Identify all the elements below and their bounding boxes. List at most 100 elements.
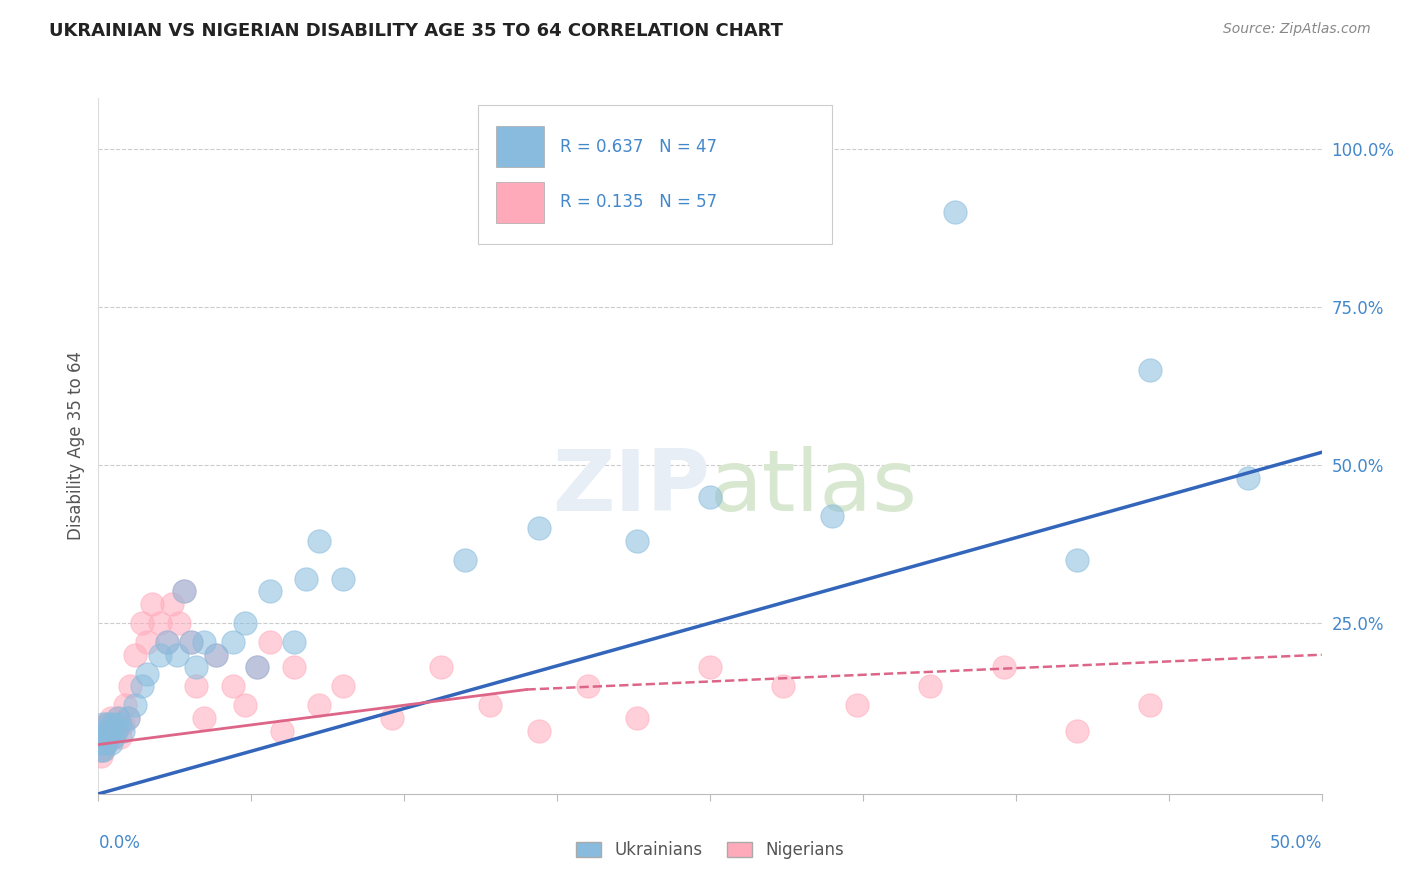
Point [180,635,202,649]
Point [1237,470,1260,484]
Point [993,660,1015,674]
Point [91,730,114,744]
Point [110,730,132,744]
Point [117,711,139,725]
Point [173,584,195,599]
Point [97,717,120,731]
Point [149,648,172,662]
Point [576,679,599,693]
Point [97,730,120,744]
Text: ZIP: ZIP [553,446,710,529]
Point [91,742,114,756]
Point [156,635,179,649]
Point [117,711,139,725]
Point [626,533,648,548]
Point [160,597,183,611]
FancyBboxPatch shape [496,182,544,223]
Point [100,736,122,750]
Point [186,679,208,693]
Text: 0.0%: 0.0% [98,834,141,852]
Point [205,648,228,662]
Point [381,711,404,725]
Point [1139,363,1161,377]
Point [173,584,195,599]
Point [131,616,153,631]
Point [270,723,294,738]
Point [90,730,112,744]
Point [100,723,122,738]
Point [845,698,868,713]
Point [94,723,117,738]
Point [107,711,129,725]
Point [821,508,844,523]
Point [90,748,112,763]
Point [101,730,124,744]
Text: R = 0.637   N = 47: R = 0.637 N = 47 [560,138,717,156]
Point [920,679,942,693]
Point [120,679,142,693]
Text: 50.0%: 50.0% [1270,834,1322,852]
Point [101,730,124,744]
Text: Source: ZipAtlas.com: Source: ZipAtlas.com [1223,22,1371,37]
Point [1139,698,1161,713]
Point [114,698,136,713]
Point [91,723,114,738]
Point [136,635,159,649]
Point [90,736,112,750]
Point [222,679,245,693]
Point [90,730,112,744]
Legend: Ukrainians, Nigerians: Ukrainians, Nigerians [569,834,851,865]
Point [527,723,550,738]
Point [90,742,112,756]
Point [101,717,124,731]
Point [454,553,477,567]
Point [1066,723,1088,738]
Text: UKRAINIAN VS NIGERIAN DISABILITY AGE 35 TO 64 CORRELATION CHART: UKRAINIAN VS NIGERIAN DISABILITY AGE 35 … [49,22,783,40]
Point [104,723,127,738]
Point [111,723,134,738]
Point [167,616,190,631]
Point [180,635,202,649]
Point [111,717,134,731]
Point [90,742,112,756]
Point [283,660,305,674]
Point [101,717,124,731]
Point [283,635,305,649]
Point [246,660,269,674]
Point [308,698,330,713]
Point [124,698,146,713]
Point [527,521,550,535]
Point [430,660,453,674]
FancyBboxPatch shape [496,127,544,168]
Point [136,666,159,681]
Point [699,660,721,674]
Point [110,717,132,731]
Point [186,660,208,674]
Point [246,660,269,674]
Point [626,711,648,725]
Point [259,584,281,599]
Point [478,698,501,713]
Point [943,205,966,219]
Text: atlas: atlas [710,446,918,529]
Point [90,736,112,750]
Point [699,490,721,504]
Point [91,717,114,731]
Point [94,717,117,731]
Point [100,711,122,725]
Point [233,698,256,713]
Point [107,711,129,725]
Point [97,730,120,744]
Point [332,572,354,586]
Point [141,597,163,611]
Point [91,730,114,744]
Point [332,679,354,693]
Y-axis label: Disability Age 35 to 64: Disability Age 35 to 64 [66,351,84,541]
Point [205,648,228,662]
Point [193,711,215,725]
Point [104,723,127,738]
Point [94,736,117,750]
Point [222,635,245,649]
Point [131,679,153,693]
Text: R = 0.135   N = 57: R = 0.135 N = 57 [560,194,717,211]
